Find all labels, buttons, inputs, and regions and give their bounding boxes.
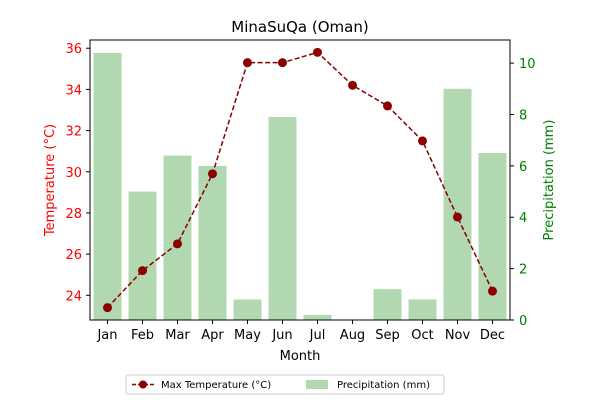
temperature-point-dec	[488, 286, 497, 296]
precipitation-bar-mar	[163, 155, 192, 320]
precipitation-bar-jul	[303, 314, 332, 320]
x-axis-label: Month	[280, 349, 321, 364]
precipitation-bars	[93, 52, 507, 321]
x-tick-label: Jan	[96, 328, 117, 343]
precipitation-bar-jan	[93, 52, 122, 321]
x-tick-label: Oct	[411, 328, 433, 343]
left-tick-label: 36	[65, 42, 82, 57]
legend-box	[125, 374, 445, 395]
left-tick-label: 34	[65, 83, 82, 98]
left-tick-label: 30	[65, 166, 82, 181]
right-tick-label: 6	[519, 160, 527, 175]
temperature-point-jan	[103, 303, 112, 313]
legend-bar-swatch	[306, 380, 328, 389]
precipitation-bar-nov	[443, 88, 472, 320]
left-tick-label: 26	[65, 248, 82, 263]
temperature-point-apr	[208, 169, 217, 179]
temperature-point-jul	[313, 47, 322, 57]
x-tick-label: Sep	[375, 328, 400, 343]
plot-frame	[89, 39, 511, 321]
right-tick-label: 8	[519, 108, 527, 123]
precipitation-bar-apr	[198, 165, 227, 320]
right-tick-label: 0	[519, 314, 527, 329]
x-tick-label: Dec	[480, 328, 505, 343]
temperature-line-path	[106, 51, 494, 309]
x-tick-label: May	[234, 328, 261, 343]
chart-title: MinaSuQa (Oman)	[231, 18, 368, 36]
right-tick-label: 2	[519, 263, 527, 278]
temperature-line	[103, 47, 497, 313]
x-tick-label: Apr	[201, 328, 224, 343]
left-tick-label: 24	[65, 289, 82, 304]
x-axis: Jan Feb Mar Apr May Jun Jul Aug Sep Oct Nov Dec	[96, 320, 505, 343]
temperature-point-aug	[348, 80, 357, 90]
temperature-point-feb	[138, 266, 147, 276]
legend-marker-swatch	[139, 380, 147, 389]
left-tick-label: 28	[65, 207, 82, 222]
x-tick-label: Nov	[445, 328, 471, 343]
legend-entry-temperature: Max Temperature (°C)	[161, 380, 271, 391]
temperature-point-sep	[383, 101, 392, 111]
x-tick-label: Aug	[340, 328, 365, 343]
precipitation-bar-jun	[268, 117, 297, 321]
temperature-point-may	[243, 58, 252, 68]
temperature-point-nov	[453, 212, 462, 222]
right-tick-label: 10	[519, 57, 536, 72]
legend-entry-precipitation: Precipitation (mm)	[337, 380, 430, 391]
precipitation-bar-feb	[128, 191, 157, 320]
legend: Max Temperature (°C) Precipitation (mm)	[125, 374, 445, 395]
temperature-point-mar	[173, 239, 182, 249]
right-tick-label: 4	[519, 211, 527, 226]
x-tick-label: Jun	[271, 328, 292, 343]
left-axis-label: Temperature (°C)	[43, 124, 58, 237]
temperature-point-oct	[418, 136, 427, 146]
x-tick-label: Mar	[165, 328, 190, 343]
left-y-axis: 24 26 28 30 32 34 36	[65, 42, 90, 304]
temperature-point-jun	[278, 58, 287, 68]
right-y-axis: 0 2 4 6 8 10	[510, 57, 536, 329]
left-tick-label: 32	[65, 125, 82, 140]
precipitation-bar-oct	[408, 299, 437, 320]
x-tick-label: Jul	[309, 328, 326, 343]
x-tick-label: Feb	[131, 328, 154, 343]
right-axis-label: Precipitation (mm)	[542, 120, 557, 241]
precipitation-bar-sep	[373, 289, 402, 320]
precipitation-bar-may	[233, 299, 262, 320]
